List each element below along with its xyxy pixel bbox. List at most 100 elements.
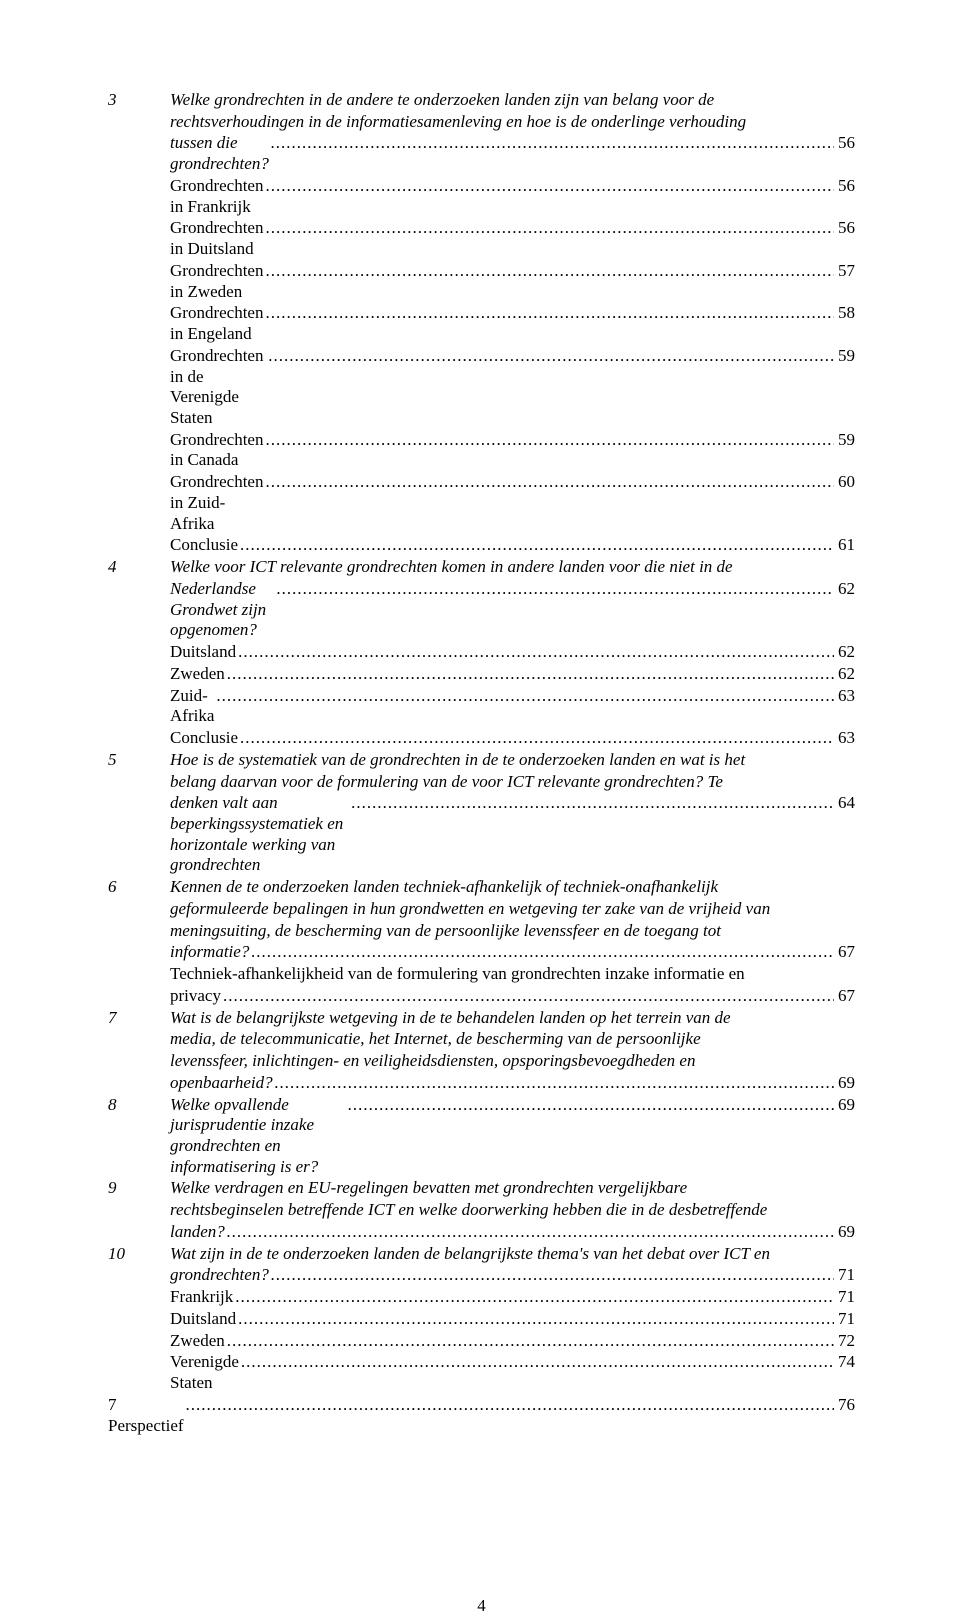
toc-label: denken valt aan beperkingssystematiek en…	[170, 793, 350, 876]
toc-label: Grondrechten in Canada	[170, 430, 263, 471]
toc-row: rechtsbeginselen betreffende ICT en welk…	[108, 1200, 855, 1221]
toc-row: openbaarheid?...........................…	[108, 1073, 855, 1094]
toc-label: Frankrijk	[170, 1287, 233, 1308]
toc-row: rechtsverhoudingen in de informatiesamen…	[108, 112, 855, 133]
toc-row: Grondrechten in Frankrijk...............…	[108, 176, 855, 217]
toc-page: 64	[834, 793, 855, 814]
toc-page: 71	[834, 1287, 855, 1308]
toc-label: Verenigde Staten	[170, 1352, 239, 1393]
toc-label: Zuid-Afrika	[170, 686, 214, 727]
toc-row: denken valt aan beperkingssystematiek en…	[108, 793, 855, 876]
toc-row: Frankrijk...............................…	[108, 1287, 855, 1308]
toc-leader: ........................................…	[275, 579, 834, 600]
toc-row: Grondrechten in Zuid-Afrika.............…	[108, 472, 855, 534]
toc-page: 56	[834, 218, 855, 239]
toc-label: geformuleerde bepalingen in hun grondwet…	[170, 899, 770, 920]
toc-leader: ........................................…	[263, 218, 834, 239]
toc-leader: ........................................…	[225, 1222, 834, 1243]
toc-label: Conclusie	[170, 728, 238, 749]
toc-row: belang daarvan voor de formulering van d…	[108, 772, 855, 793]
toc-row: privacy.................................…	[108, 986, 855, 1007]
toc-page: 63	[834, 686, 855, 707]
toc-label: Grondrechten in Frankrijk	[170, 176, 263, 217]
toc-row: Grondrechten in Duitsland...............…	[108, 218, 855, 259]
toc-number: 10	[108, 1244, 170, 1265]
toc-row: media, de telecommunicatie, het Internet…	[108, 1029, 855, 1050]
toc-leader: ........................................…	[238, 728, 834, 749]
toc-row: 4Welke voor ICT relevante grondrechten k…	[108, 557, 855, 578]
toc-label: tussen die grondrechten?	[170, 133, 269, 174]
toc-page: 67	[834, 942, 855, 963]
toc-page: 76	[834, 1395, 855, 1416]
toc-row: Grondrechten in Zweden..................…	[108, 261, 855, 302]
toc-label: Conclusie	[170, 535, 238, 556]
toc-label: Wat zijn in de te onderzoeken landen de …	[170, 1244, 770, 1265]
toc-label: Grondrechten in Duitsland	[170, 218, 263, 259]
toc-leader: ........................................…	[236, 1309, 834, 1330]
toc-label: Welke verdragen en EU-regelingen bevatte…	[170, 1178, 687, 1199]
toc-leader: ........................................…	[266, 346, 834, 367]
toc-page: 60	[834, 472, 855, 493]
toc-page: 71	[834, 1309, 855, 1330]
toc-leader: ........................................…	[350, 793, 834, 814]
toc-row: Zweden..................................…	[108, 664, 855, 685]
toc-label: 7 Perspectief	[108, 1395, 184, 1436]
toc-page: 72	[834, 1331, 855, 1352]
toc-label: belang daarvan voor de formulering van d…	[170, 772, 723, 793]
toc-row: informatie?.............................…	[108, 942, 855, 963]
toc-page: 61	[834, 535, 855, 556]
toc-label: privacy	[170, 986, 221, 1007]
toc-row: 8Welke opvallende jurisprudentie inzake …	[108, 1095, 855, 1178]
toc-leader: ........................................…	[273, 1073, 834, 1094]
toc-number: 6	[108, 877, 170, 898]
toc-leader: ........................................…	[225, 664, 834, 685]
toc-row: geformuleerde bepalingen in hun grondwet…	[108, 899, 855, 920]
toc-row: Verenigde Staten........................…	[108, 1352, 855, 1393]
toc-label: Duitsland	[170, 642, 236, 663]
toc-page: 56	[834, 176, 855, 197]
toc-row: 6Kennen de te onderzoeken landen technie…	[108, 877, 855, 898]
toc-label: Zweden	[170, 664, 225, 685]
toc-label: Welke opvallende jurisprudentie inzake g…	[170, 1095, 346, 1178]
toc-leader: ........................................…	[263, 303, 834, 324]
toc-page: 62	[834, 579, 855, 600]
page-number: 4	[108, 1596, 855, 1617]
toc-page: 59	[834, 346, 855, 367]
toc-row: Grondrechten in Canada..................…	[108, 430, 855, 471]
toc-label: Grondrechten in Engeland	[170, 303, 263, 344]
toc-page: 56	[834, 133, 855, 154]
toc-leader: ........................................…	[249, 942, 834, 963]
toc-label: Welke voor ICT relevante grondrechten ko…	[170, 557, 733, 578]
toc-row: levenssfeer, inlichtingen- en veiligheid…	[108, 1051, 855, 1072]
toc-number: 9	[108, 1178, 170, 1199]
toc-label: Welke grondrechten in de andere te onder…	[170, 90, 714, 111]
toc-row: 7Wat is de belangrijkste wetgeving in de…	[108, 1008, 855, 1029]
toc-leader: ........................................…	[239, 1352, 834, 1373]
toc-page: 74	[834, 1352, 855, 1373]
toc-label: openbaarheid?	[170, 1073, 273, 1094]
toc-number: 8	[108, 1095, 170, 1116]
toc-row: 5Hoe is de systematiek van de grondrecht…	[108, 750, 855, 771]
toc-label: Grondrechten in Zweden	[170, 261, 263, 302]
toc-number: 5	[108, 750, 170, 771]
toc-row: Conclusie...............................…	[108, 535, 855, 556]
toc-label: grondrechten?	[170, 1265, 269, 1286]
toc-label: media, de telecommunicatie, het Internet…	[170, 1029, 701, 1050]
toc-label: Hoe is de systematiek van de grondrechte…	[170, 750, 745, 771]
toc-page: 62	[834, 664, 855, 685]
toc-leader: ........................................…	[269, 1265, 834, 1286]
toc-number: 4	[108, 557, 170, 578]
toc-leader: ........................................…	[225, 1331, 834, 1352]
toc-leader: ........................................…	[221, 986, 834, 1007]
toc-page: 58	[834, 303, 855, 324]
toc-row: Duitsland...............................…	[108, 1309, 855, 1330]
toc-row: 9Welke verdragen en EU-regelingen bevatt…	[108, 1178, 855, 1199]
toc-page: 59	[834, 430, 855, 451]
toc-page: 57	[834, 261, 855, 282]
toc-row: Conclusie...............................…	[108, 728, 855, 749]
toc-row: 7 Perspectief...........................…	[108, 1395, 855, 1436]
table-of-contents: 3Welke grondrechten in de andere te onde…	[108, 90, 855, 1436]
toc-row: Nederlandse Grondwet zijn opgenomen?....…	[108, 579, 855, 641]
toc-label: Nederlandse Grondwet zijn opgenomen?	[170, 579, 275, 641]
toc-leader: ........................................…	[263, 472, 834, 493]
